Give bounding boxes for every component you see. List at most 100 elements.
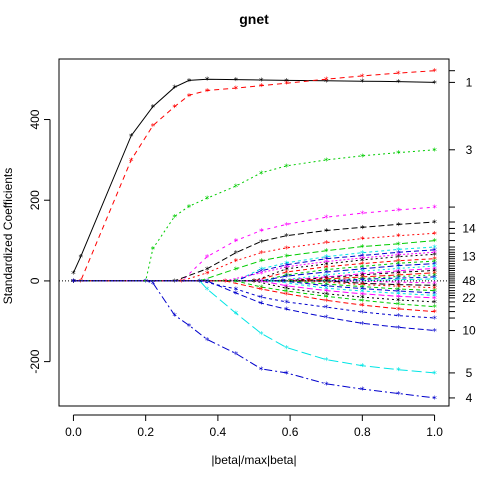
right-tick-label: 14: [462, 221, 476, 235]
data-point: *: [324, 293, 329, 303]
data-point: *: [259, 266, 264, 276]
data-point: *: [432, 270, 437, 280]
x-tick-label: 0.2: [137, 425, 154, 439]
data-point: *: [259, 258, 264, 268]
data-point: *: [432, 244, 437, 254]
series-6: * ****** * * *: [71, 204, 437, 288]
data-point: *: [252, 278, 257, 288]
data-point: *: [284, 233, 289, 243]
data-point: *: [396, 249, 401, 259]
data-point: *: [71, 278, 76, 288]
data-point: *: [360, 210, 365, 220]
data-point: *: [71, 278, 76, 288]
data-point: *: [187, 77, 192, 87]
data-point: *: [281, 278, 286, 288]
data-point: *: [234, 183, 239, 193]
data-point: *: [71, 278, 76, 288]
x-axis-label: |beta|/max|beta|: [211, 453, 296, 467]
series-line: [73, 263, 435, 282]
series-line: [73, 280, 435, 374]
data-point: *: [71, 278, 76, 288]
data-point: *: [324, 240, 329, 250]
data-point: *: [432, 309, 437, 319]
y-tick-label: -200: [28, 349, 42, 373]
data-point: *: [259, 83, 264, 93]
data-point: *: [284, 253, 289, 263]
data-point: *: [360, 291, 365, 301]
data-point: *: [360, 78, 365, 88]
data-point: *: [198, 278, 203, 288]
data-point: *: [78, 254, 83, 264]
data-point: *: [284, 77, 289, 87]
chart-title: gnet: [239, 11, 269, 27]
series-line: [73, 280, 435, 319]
data-point: *: [432, 282, 437, 292]
data-point: *: [396, 293, 401, 303]
data-point: *: [71, 278, 76, 288]
data-point: *: [180, 278, 185, 288]
data-point: *: [360, 302, 365, 312]
data-point: *: [360, 257, 365, 267]
data-point: *: [284, 266, 289, 276]
data-point: *: [324, 288, 329, 298]
data-point: *: [432, 304, 437, 314]
data-point: *: [198, 278, 203, 288]
data-point: *: [396, 297, 401, 307]
right-tick-label: 5: [466, 366, 473, 380]
data-point: *: [284, 269, 289, 279]
data-point: *: [360, 386, 365, 396]
data-point: *: [71, 278, 76, 288]
x-tick-label: 1.0: [426, 425, 443, 439]
data-point: *: [360, 73, 365, 83]
right-tick-label: 10: [462, 324, 476, 338]
series-line: [73, 70, 435, 282]
data-point: *: [284, 285, 289, 295]
data-point: *: [71, 278, 76, 288]
series-line: [73, 280, 435, 299]
series-line: [73, 258, 435, 282]
series-1: ****** * * * * * * * *: [71, 76, 437, 280]
data-point: *: [324, 357, 329, 367]
data-point: *: [432, 290, 437, 300]
data-point: *: [396, 290, 401, 300]
series-layer: ****** * * * * * * * ** ***** * * * * * * * ** ********* * *…: [71, 68, 437, 405]
data-point: *: [71, 278, 76, 288]
data-point: *: [284, 245, 289, 255]
data-point: *: [172, 278, 177, 288]
data-point: *: [205, 278, 210, 288]
data-point: *: [259, 250, 264, 260]
data-point: *: [143, 278, 148, 288]
data-point: *: [259, 300, 264, 310]
data-point: *: [432, 247, 437, 257]
data-point: *: [396, 367, 401, 377]
data-point: *: [234, 266, 239, 276]
x-tick-label: 0.4: [210, 425, 227, 439]
data-point: *: [151, 280, 156, 290]
data-point: *: [284, 273, 289, 283]
x-tick-label: 0.6: [282, 425, 299, 439]
data-point: *: [71, 270, 76, 280]
data-point: *: [284, 288, 289, 298]
data-point: *: [259, 278, 264, 288]
x-tick-label: 0.0: [65, 425, 82, 439]
data-point: *: [259, 286, 264, 296]
data-point: *: [284, 345, 289, 355]
data-point: *: [324, 214, 329, 224]
data-point: *: [324, 278, 329, 288]
data-point: *: [432, 315, 437, 325]
data-point: *: [324, 272, 329, 282]
data-point: *: [71, 278, 76, 288]
series-4: * * ****** *** * *: [71, 278, 437, 405]
data-point: *: [71, 278, 76, 288]
data-point: *: [432, 219, 437, 229]
series-line: [73, 280, 435, 294]
data-point: *: [259, 278, 264, 288]
data-point: *: [172, 312, 177, 322]
data-point: *: [71, 278, 76, 288]
data-point: *: [396, 324, 401, 334]
data-point: *: [432, 251, 437, 261]
data-point: *: [360, 250, 365, 260]
series-line: [72, 78, 435, 274]
series-line: [73, 267, 435, 282]
data-point: *: [71, 278, 76, 288]
